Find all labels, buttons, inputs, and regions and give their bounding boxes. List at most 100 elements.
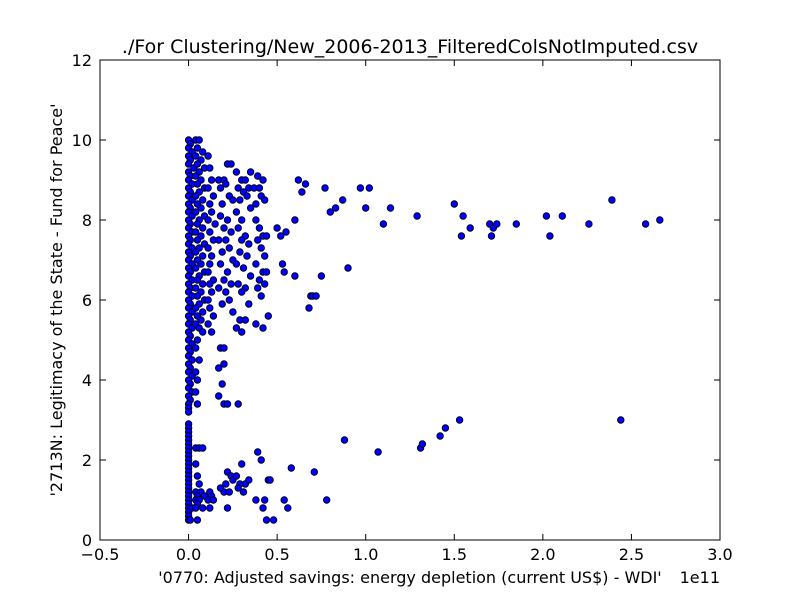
data-point bbox=[214, 284, 223, 292]
data-point bbox=[206, 304, 214, 312]
data-point bbox=[207, 176, 216, 184]
data-point bbox=[269, 516, 278, 524]
data-point bbox=[546, 232, 554, 240]
data-point bbox=[255, 276, 264, 284]
y-tick-label: 8 bbox=[82, 211, 92, 230]
data-point bbox=[232, 324, 241, 332]
data-point bbox=[252, 496, 260, 504]
data-point bbox=[450, 200, 458, 208]
x-tick-label: 3.0 bbox=[707, 545, 732, 564]
data-point bbox=[455, 416, 464, 424]
data-point bbox=[261, 252, 269, 260]
data-point bbox=[466, 224, 474, 232]
x-tick-label: 2.5 bbox=[619, 545, 644, 564]
data-point bbox=[197, 204, 205, 212]
data-point bbox=[222, 236, 230, 244]
data-point bbox=[254, 236, 262, 244]
data-point bbox=[237, 236, 246, 244]
data-point bbox=[209, 496, 218, 504]
data-point bbox=[245, 476, 253, 484]
data-point bbox=[234, 400, 242, 408]
data-point bbox=[246, 272, 255, 280]
data-point bbox=[512, 220, 520, 228]
x-tick-label: 1.0 bbox=[353, 545, 378, 564]
data-point bbox=[191, 344, 200, 352]
data-point bbox=[291, 216, 299, 224]
data-point bbox=[206, 200, 214, 208]
data-point bbox=[220, 360, 228, 368]
data-point bbox=[585, 220, 593, 228]
y-tick-label: 12 bbox=[72, 51, 92, 70]
data-point bbox=[254, 284, 262, 292]
data-point bbox=[191, 208, 200, 216]
data-point bbox=[321, 184, 329, 192]
data-point bbox=[229, 308, 237, 316]
data-point bbox=[218, 248, 226, 256]
data-point bbox=[457, 232, 466, 240]
data-point bbox=[204, 320, 212, 328]
data-point bbox=[298, 188, 306, 196]
data-point bbox=[206, 260, 214, 268]
data-point bbox=[339, 196, 347, 204]
data-point bbox=[197, 316, 205, 324]
data-point bbox=[191, 460, 200, 468]
data-point bbox=[204, 216, 212, 224]
data-point bbox=[229, 196, 237, 204]
data-point bbox=[214, 364, 223, 372]
data-point bbox=[184, 160, 193, 168]
data-point bbox=[220, 344, 228, 352]
x-axis: −0.5 0.0 0.5 1.0 1.5 2.0 2.5 3.0 bbox=[81, 60, 733, 564]
data-point bbox=[198, 504, 207, 512]
data-point bbox=[218, 380, 226, 388]
data-point bbox=[241, 176, 249, 184]
data-point bbox=[191, 368, 200, 376]
data-point bbox=[277, 232, 285, 240]
data-point bbox=[266, 476, 274, 484]
y-tick-label: 4 bbox=[82, 371, 92, 390]
data-point bbox=[246, 204, 255, 212]
data-point bbox=[259, 324, 267, 332]
data-point bbox=[344, 264, 352, 272]
data-point bbox=[232, 168, 241, 176]
x-tick-label: 2.0 bbox=[530, 545, 555, 564]
data-point bbox=[232, 472, 241, 480]
data-point bbox=[362, 204, 370, 212]
data-point bbox=[259, 504, 267, 512]
data-point bbox=[207, 328, 216, 336]
data-point bbox=[237, 288, 246, 296]
data-point bbox=[191, 264, 200, 272]
data-point bbox=[239, 488, 248, 496]
x-tick-label: 1.5 bbox=[442, 545, 467, 564]
data-point bbox=[204, 184, 212, 192]
data-point bbox=[241, 316, 249, 324]
data-point bbox=[379, 220, 388, 228]
data-point bbox=[191, 228, 200, 236]
data-point bbox=[209, 192, 218, 200]
data-point bbox=[214, 392, 223, 400]
data-point bbox=[237, 460, 246, 468]
data-point bbox=[261, 496, 269, 504]
data-point bbox=[237, 216, 246, 224]
data-point bbox=[234, 280, 242, 288]
data-point bbox=[191, 304, 200, 312]
data-point bbox=[617, 416, 625, 424]
data-point bbox=[280, 496, 288, 504]
data-point bbox=[608, 196, 616, 204]
data-point bbox=[195, 356, 203, 364]
data-point bbox=[257, 244, 265, 252]
data-point bbox=[198, 280, 207, 288]
data-point bbox=[193, 276, 202, 284]
data-point bbox=[236, 248, 244, 256]
data-point bbox=[252, 260, 260, 268]
data-point bbox=[656, 216, 664, 224]
data-point bbox=[237, 328, 246, 336]
data-point bbox=[198, 444, 207, 452]
data-point bbox=[301, 180, 310, 188]
data-point bbox=[191, 192, 200, 200]
data-point bbox=[216, 484, 225, 492]
data-point bbox=[264, 312, 272, 320]
data-point bbox=[186, 516, 194, 524]
data-point bbox=[191, 284, 200, 292]
data-point bbox=[340, 436, 349, 444]
data-point bbox=[191, 248, 200, 256]
